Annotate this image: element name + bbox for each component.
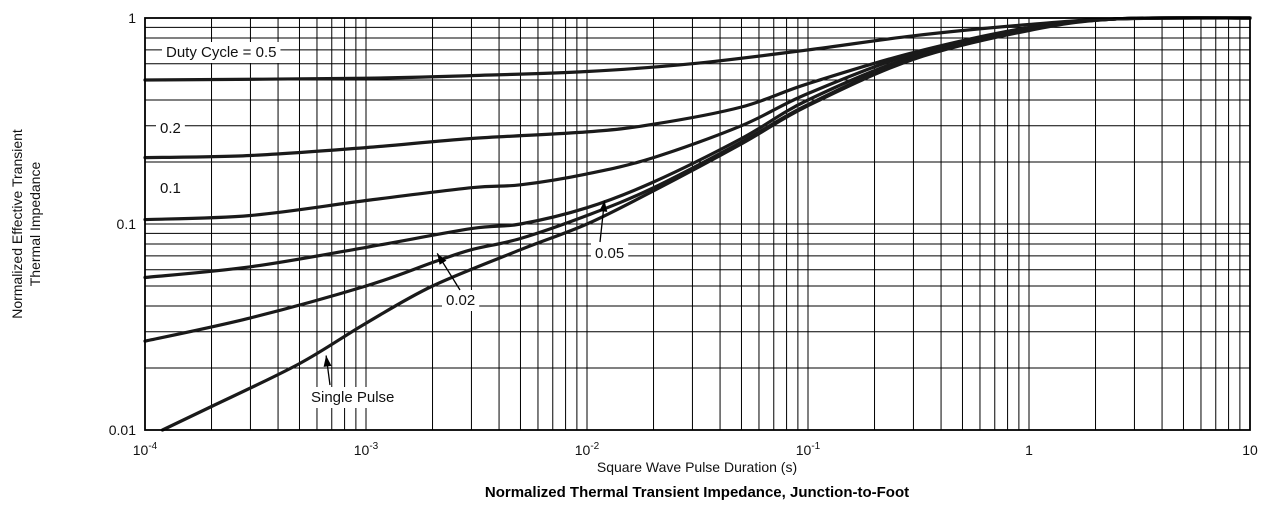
arrow-single-pulse-head — [323, 355, 332, 367]
series-line-1 — [143, 16, 1252, 160]
series-labels: Duty Cycle = 0.5 0.2 0.1 0.05 0.02 Single Pul… — [156, 42, 629, 408]
label-0-1: 0.1 — [160, 180, 181, 197]
label-0-05-bg — [591, 243, 629, 264]
x-tick-label: 10-3 — [354, 441, 379, 458]
tick-labels: 10-4 10-3 10-2 10-1 1 10 0.01 0.1 1 — [109, 10, 1258, 458]
x-tick-label: 10-4 — [133, 441, 158, 458]
arrow-0-05-head — [599, 200, 608, 212]
series-line-3 — [143, 16, 1252, 280]
y-axis-title-line-2: Thermal Impedance — [27, 162, 43, 287]
label-0-02: 0.02 — [446, 292, 475, 309]
series-line-5 — [160, 16, 1252, 432]
label-0-05: 0.05 — [595, 245, 624, 262]
series-line-2 — [143, 16, 1252, 222]
label-0-2: 0.2 — [160, 120, 181, 137]
x-tick-label: 10-1 — [796, 441, 821, 458]
chart-title: Normalized Thermal Transient Impedance, … — [485, 484, 909, 501]
y-tick-label: 0.01 — [109, 422, 136, 438]
label-duty-cycle-0-5-bg — [162, 42, 281, 63]
series-lines — [143, 16, 1252, 432]
y-tick-label: 0.1 — [117, 216, 137, 232]
label-single-pulse-bg — [307, 387, 399, 408]
x-tick-label: 10-2 — [575, 441, 600, 458]
label-0-02-bg — [442, 290, 480, 311]
series-line-4 — [143, 16, 1252, 343]
label-duty-cycle-0-5: Duty Cycle = 0.5 — [166, 44, 276, 61]
y-axis-title: Normalized Effective Transient Thermal I… — [9, 129, 43, 319]
x-tick-label: 10 — [1242, 442, 1258, 458]
y-tick-label: 1 — [128, 10, 136, 26]
x-tick-label: 1 — [1025, 442, 1033, 458]
grid-lines — [145, 18, 1250, 430]
x-axis-title: Square Wave Pulse Duration (s) — [597, 459, 797, 475]
y-axis-title-line-1: Normalized Effective Transient — [9, 129, 25, 319]
label-single-pulse: Single Pulse — [311, 389, 394, 406]
arrow-0-02-head — [437, 253, 447, 265]
plot-frame — [144, 17, 1251, 431]
label-0-2-bg — [156, 118, 185, 139]
label-0-1-bg — [156, 178, 185, 199]
